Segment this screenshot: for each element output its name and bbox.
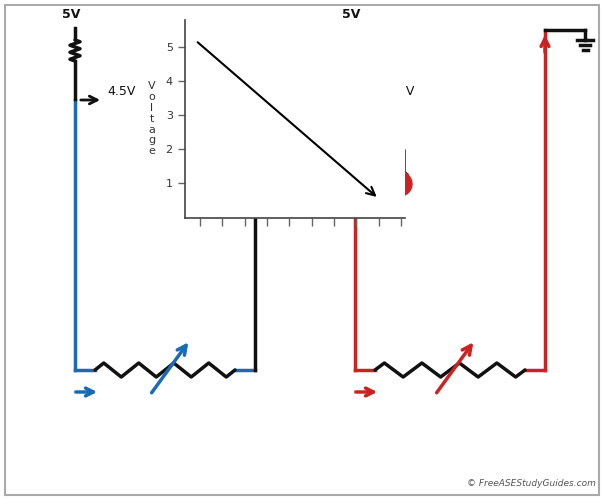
Text: 5V: 5V xyxy=(342,8,360,21)
Text: 5V: 5V xyxy=(62,8,80,21)
FancyBboxPatch shape xyxy=(5,5,599,495)
Circle shape xyxy=(203,172,227,196)
FancyBboxPatch shape xyxy=(394,148,406,186)
Text: ←——— Temperature ———→: ←——— Temperature ———→ xyxy=(207,168,410,182)
Text: 4.5V: 4.5V xyxy=(107,85,136,98)
Text: © FreeASEStudyGuides.com: © FreeASEStudyGuides.com xyxy=(467,479,596,488)
Circle shape xyxy=(388,172,412,196)
FancyBboxPatch shape xyxy=(209,148,221,186)
Y-axis label: V
o
l
t
a
g
e: V o l t a g e xyxy=(148,82,155,156)
Text: 1.0V: 1.0V xyxy=(387,85,416,98)
